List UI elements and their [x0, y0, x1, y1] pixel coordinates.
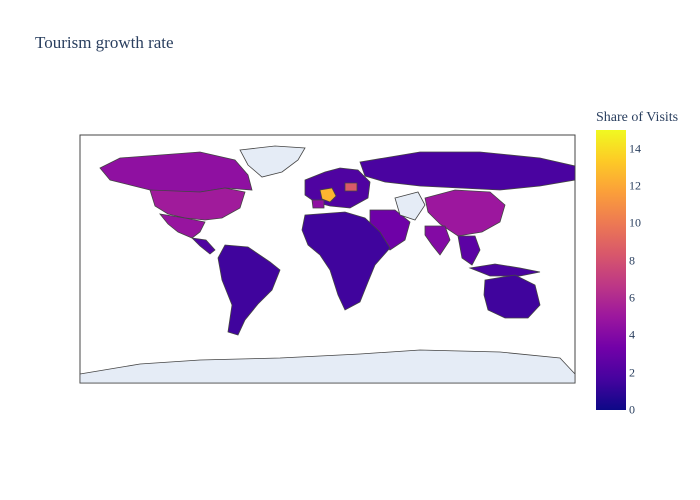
colorbar-tick: 8 [629, 253, 635, 268]
region-indonesia[interactable] [468, 263, 541, 277]
region-russia[interactable] [359, 151, 576, 191]
colorbar-tick: 0 [629, 402, 635, 417]
region-antarctica[interactable] [79, 349, 576, 384]
region-africa[interactable] [301, 211, 391, 311]
region-poland[interactable] [344, 182, 358, 192]
colorbar-tick: 6 [629, 290, 635, 305]
chart-title: Tourism growth rate [35, 33, 174, 52]
colorbar-tick: 4 [629, 327, 635, 342]
region-india[interactable] [424, 225, 451, 256]
colorbar-tick: 10 [629, 215, 641, 230]
region-spain[interactable] [311, 199, 325, 209]
colorbar [596, 130, 626, 410]
region-southeast-asia[interactable] [457, 235, 481, 266]
region-australia[interactable] [483, 274, 541, 319]
region-greenland[interactable] [239, 145, 306, 178]
colorbar-tick: 12 [629, 178, 641, 193]
colorbar-title: Share of Visits [596, 110, 679, 125]
region-china[interactable] [424, 189, 506, 237]
region-canada[interactable] [99, 151, 253, 193]
region-central-america[interactable] [190, 237, 216, 255]
region-mongolia[interactable] [394, 191, 426, 221]
regions-layer [79, 145, 576, 384]
colorbar-tick: 2 [629, 365, 635, 380]
region-south-america[interactable] [217, 244, 281, 336]
colorbar-tick: 14 [629, 141, 641, 156]
region-united-states[interactable] [149, 187, 246, 221]
region-mexico[interactable] [159, 213, 206, 239]
region-france[interactable] [319, 187, 337, 203]
